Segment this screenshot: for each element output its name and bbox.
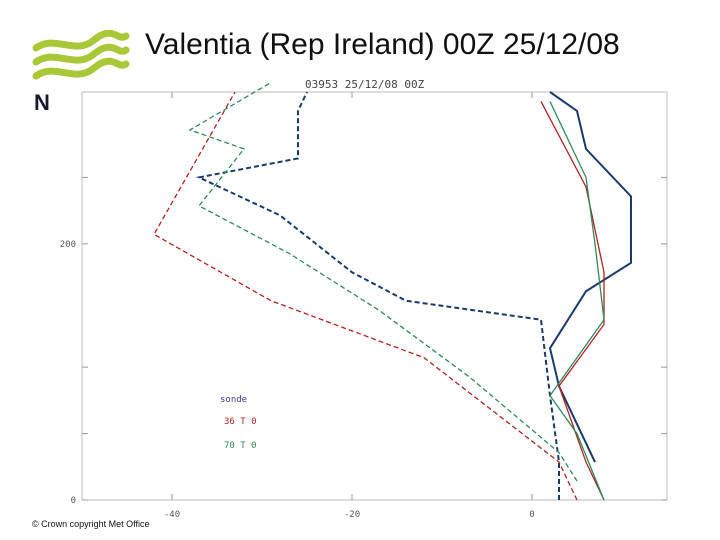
x-tick-label: -20 [344,510,360,520]
met-office-logo-icon [32,30,130,80]
copyright-notice: © Crown copyright Met Office [32,519,150,529]
legend: sonde 36 T 0 70 T 0 [220,395,257,451]
logo-letter: N [34,90,50,115]
70-t-0-temperature-line [549,101,605,501]
36-t-0-dewpoint-line [153,91,578,501]
70-t-0-dewpoint-line [188,81,578,482]
x-tick-label: -40 [164,510,180,520]
y-tick-label: 0 [71,496,76,506]
legend-entry: 36 T 0 [224,417,257,427]
sonde-dewpoint-line [195,91,560,500]
36-t-0-temperature-line [540,101,605,501]
axis-ticks: -40 -20 0 0 200 [60,92,667,520]
plot-frame [81,91,668,501]
y-tick-label: 200 [60,240,76,250]
series-lines [153,81,632,501]
legend-entry: 70 T 0 [224,441,257,451]
legend-title: sonde [220,395,247,405]
chart-title: 03953 25/12/08 00Z [305,78,425,91]
page-title: Valentia (Rep Ireland) 00Z 25/12/08 [145,28,620,61]
sonde-temperature-line [548,91,632,463]
x-tick-label: 0 [529,510,534,520]
